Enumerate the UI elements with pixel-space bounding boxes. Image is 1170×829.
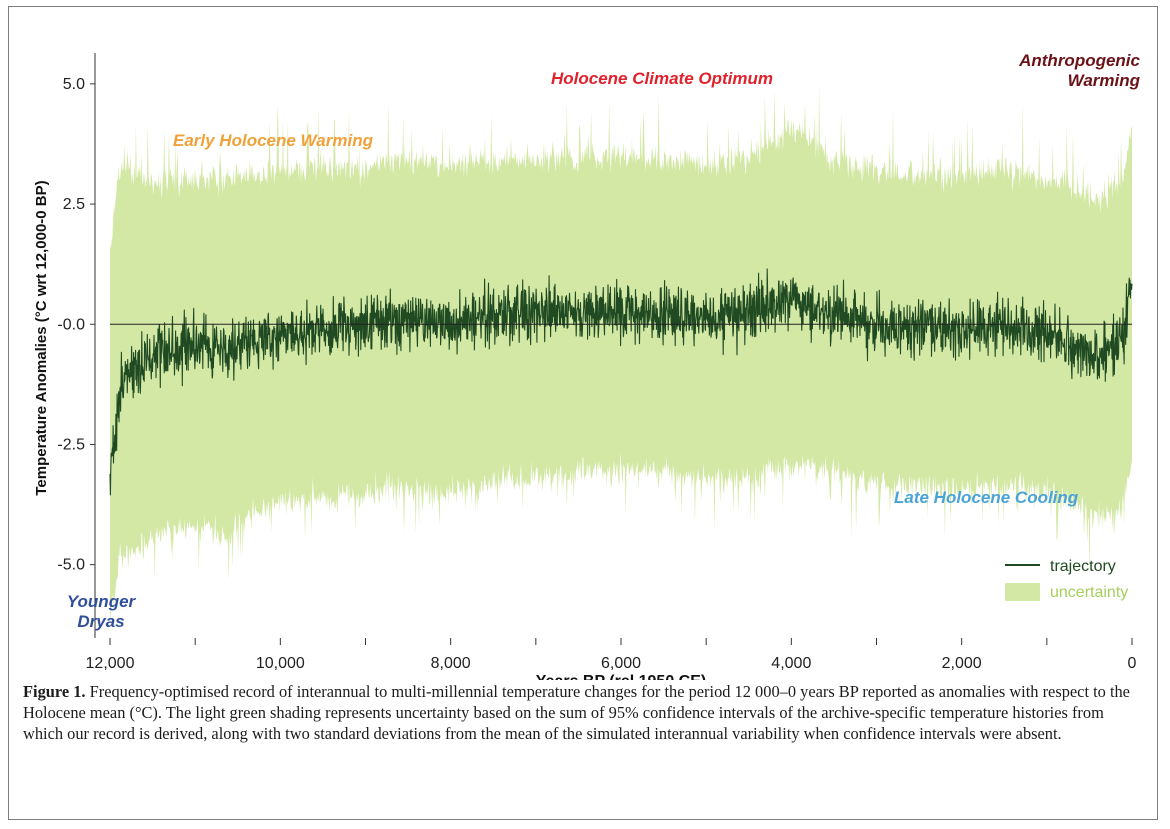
y-tick-label: 5.0 <box>63 76 85 93</box>
y-axis-label: Temperature Anomalies (°C wrt 12,000-0 B… <box>33 180 50 495</box>
caption-label: Figure 1. <box>23 682 86 701</box>
annotation-early-holocene-warming-line: Early Holocene Warming <box>173 131 373 150</box>
annotation-early-holocene-warming: Early Holocene Warming <box>173 131 373 151</box>
uncertainty-band <box>110 85 1132 628</box>
annotation-younger-dryas-line: Dryas <box>77 612 125 631</box>
annotation-anthropogenic-warming-line: Anthropogenic <box>1019 51 1140 70</box>
figure-caption: Figure 1. Frequency-optimised record of … <box>23 681 1143 744</box>
annotation-late-holocene-cooling: Late Holocene Cooling <box>894 488 1078 508</box>
legend-trajectory-label: trajectory <box>1050 558 1116 575</box>
caption-text: Frequency-optimised record of interannua… <box>23 682 1130 743</box>
x-tick-label: 2,000 <box>942 655 982 672</box>
legend: trajectory uncertainty <box>1005 558 1128 601</box>
trajectory-line-layer <box>109 268 1133 496</box>
temperature-anomaly-chart: 5.0 2.5 -0.0 -2.5 -5.0 12,000 10,000 8,000 6,000… <box>33 53 1137 680</box>
figure-frame <box>8 6 1158 820</box>
x-tick-label: 0 <box>1128 655 1137 672</box>
x-tick-label: 8,000 <box>431 655 471 672</box>
y-tick-label: -0.0 <box>57 316 85 333</box>
y-tick-label: 2.5 <box>63 196 85 213</box>
y-tick-label: -5.0 <box>57 557 85 574</box>
x-tick-label: 12,000 <box>86 655 135 672</box>
x-axis-label: Years BP (rel 1950 CE) <box>536 673 706 680</box>
trajectory-line <box>109 268 1133 496</box>
uncertainty-band-layer <box>110 85 1132 628</box>
x-tick-label: 6,000 <box>601 655 641 672</box>
x-tick-label: 4,000 <box>771 655 811 672</box>
annotation-anthropogenic-warming: Anthropogenic Warming <box>960 51 1140 91</box>
x-tick-label: 10,000 <box>256 655 305 672</box>
annotation-holocene-climate-optimum: Holocene Climate Optimum <box>551 69 773 89</box>
legend-uncertainty-label: uncertainty <box>1050 584 1128 601</box>
annotation-late-holocene-cooling-line: Late Holocene Cooling <box>894 488 1079 507</box>
annotation-holocene-climate-optimum-line: Holocene Climate Optimum <box>551 69 773 88</box>
legend-uncertainty-swatch <box>1005 583 1040 601</box>
y-tick-label: -2.5 <box>57 436 85 453</box>
annotation-anthropogenic-warming-line: Warming <box>1067 71 1140 90</box>
annotation-younger-dryas: Younger Dryas <box>46 592 156 632</box>
annotation-younger-dryas-line: Younger <box>66 592 136 611</box>
axes-layer: 5.0 2.5 -0.0 -2.5 -5.0 12,000 10,000 8,000 6,000… <box>33 53 1137 680</box>
